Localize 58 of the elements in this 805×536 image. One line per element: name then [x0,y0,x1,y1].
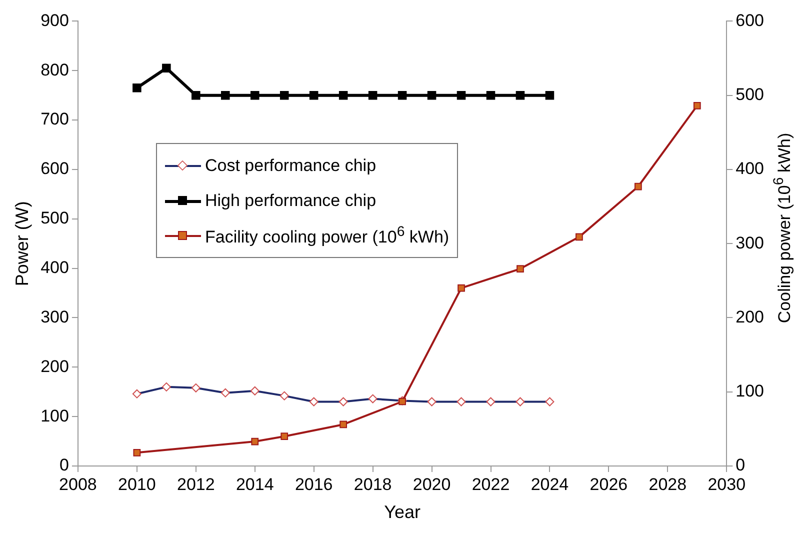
point [280,90,289,100]
x-tick-label: 2016 [294,474,333,494]
point [427,90,436,100]
point [486,90,496,100]
legend-label: High performance chip [205,190,376,210]
point [250,90,260,100]
x-tick-label: 2014 [236,474,274,494]
y-tick-label: 400 [40,258,69,277]
x-tick-label: 2024 [530,474,569,494]
x-tick-label: 2018 [354,474,392,494]
legend-label: Cost performance chip [205,156,376,176]
legend-label: Facility cooling power (10$^{6}$ kWh) [205,224,450,248]
point [368,90,378,100]
x-tick-label: 2022 [472,474,510,494]
y-tick-label: 500 [40,208,69,228]
y-tick-label: 700 [40,110,69,129]
point [133,448,141,456]
x-tick-label: 2008 [59,474,97,494]
y2-tick-label: 500 [736,85,764,104]
point [251,438,259,446]
y-axis-title: Power (W) [12,201,32,286]
point [576,233,583,241]
x-tick-label: 2010 [118,474,156,494]
y-tick-label: 600 [40,159,69,178]
y2-tick-label: 100 [736,382,764,401]
point [398,90,407,100]
point [634,182,642,190]
y-tick-label: 0 [59,456,69,475]
x-tick-label: 2028 [648,474,687,494]
point [516,90,525,100]
y2-tick-label: 600 [736,10,764,30]
point [221,90,230,100]
y-tick-label: 800 [40,60,69,80]
point [456,90,466,100]
y2-tick-label: 0 [736,456,746,475]
x-axis-title: Year [384,502,420,522]
point [192,90,200,100]
y2-tick-label: 300 [736,233,764,252]
point [280,432,288,440]
point [162,64,171,73]
y2-tick-label: 400 [736,159,764,178]
x-tick-label: 2026 [590,474,628,494]
y-tick-label: 100 [40,406,69,426]
point [309,90,318,100]
point [458,284,465,292]
point [340,420,348,428]
y-tick-label: 900 [40,10,69,30]
x-tick-label: 2012 [176,474,215,494]
point [545,90,554,100]
y-tick-label: 300 [40,307,69,326]
x-tick-label: 2030 [708,474,746,494]
y2-tick-label: 200 [736,307,764,326]
point [338,90,348,100]
point [693,102,701,110]
point [132,84,142,92]
y-tick-label: 200 [40,356,69,376]
x-tick-label: 2020 [412,474,451,494]
point [516,265,524,272]
